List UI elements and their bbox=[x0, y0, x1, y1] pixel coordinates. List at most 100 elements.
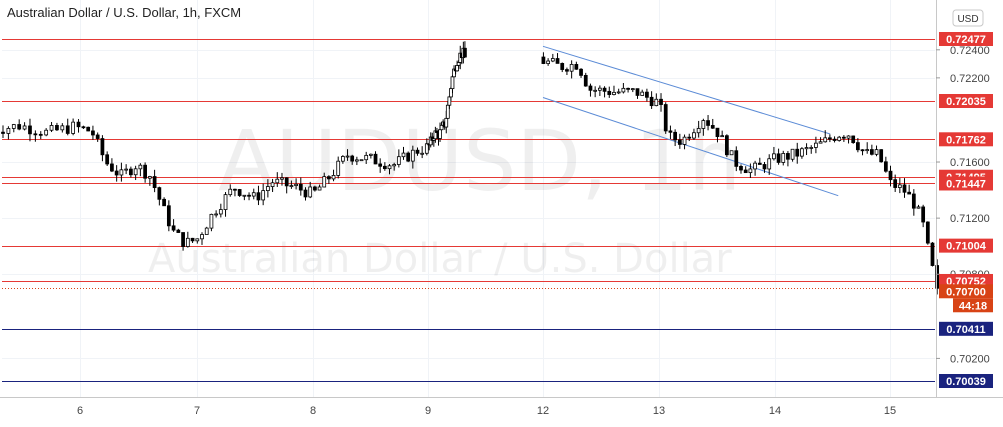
candle-bull bbox=[242, 194, 247, 197]
price-tag-label: 0.70411 bbox=[946, 324, 985, 336]
candle-bull bbox=[818, 141, 823, 144]
candle-bull bbox=[438, 129, 442, 139]
candle-bear bbox=[38, 133, 43, 136]
candle-bull bbox=[439, 124, 444, 131]
candle-bull bbox=[251, 192, 256, 197]
candle-bear bbox=[95, 134, 100, 139]
candle-bear bbox=[303, 189, 308, 198]
price-tag-resistance bbox=[939, 238, 993, 253]
candle-bull bbox=[133, 168, 138, 176]
candle-bear bbox=[851, 135, 856, 143]
candle-bull bbox=[331, 175, 336, 180]
candle-bear bbox=[893, 179, 898, 188]
current-price-label: 0.70700 bbox=[946, 286, 986, 298]
channel-layer bbox=[542, 45, 839, 197]
candle-bull bbox=[223, 194, 228, 210]
candle-bull bbox=[317, 186, 322, 191]
candle-bull bbox=[424, 143, 429, 154]
x-tick-label: 8 bbox=[310, 405, 316, 417]
candle-bear bbox=[176, 229, 181, 233]
candle-bear bbox=[828, 137, 832, 140]
price-tag-support bbox=[939, 321, 993, 336]
currency-button-frame[interactable] bbox=[952, 9, 984, 27]
y-tick-label: 0.72200 bbox=[950, 73, 990, 85]
candle-bear bbox=[555, 58, 560, 64]
candle-bear bbox=[842, 136, 846, 139]
candle-bull bbox=[308, 186, 313, 198]
candle-bull bbox=[401, 152, 406, 158]
x-tick-label: 12 bbox=[537, 405, 549, 417]
candle-bear bbox=[902, 184, 907, 193]
candle-bear bbox=[935, 265, 940, 289]
candle-bull bbox=[729, 150, 734, 156]
candle-bull bbox=[612, 91, 616, 95]
candle-bear bbox=[832, 138, 837, 141]
candle-bull bbox=[865, 149, 870, 152]
x-axis: 6 7 8 9 12 13 14 15 bbox=[77, 405, 896, 417]
candle-bull bbox=[270, 182, 275, 187]
candle-bear bbox=[725, 135, 729, 156]
candle-bear bbox=[757, 162, 762, 165]
candle-bull bbox=[823, 137, 828, 143]
candle-bull bbox=[387, 165, 392, 170]
candle-bear bbox=[171, 225, 176, 231]
currency-button[interactable]: USD bbox=[952, 9, 984, 27]
candle-bull bbox=[616, 91, 621, 94]
price-tag-label: 0.71762 bbox=[946, 134, 986, 146]
candle-bull bbox=[322, 176, 327, 188]
candle-bull bbox=[654, 98, 659, 107]
candle-bull bbox=[345, 155, 350, 158]
candle-bull bbox=[228, 188, 233, 196]
candle-bull bbox=[748, 168, 753, 174]
candle-bull bbox=[209, 213, 214, 229]
candle-bull bbox=[597, 87, 602, 91]
candle-bull bbox=[368, 153, 373, 156]
candle-bull bbox=[569, 64, 574, 72]
candle-bear bbox=[143, 164, 147, 179]
price-tag-label: 0.72035 bbox=[946, 96, 986, 108]
price-tag-resistance bbox=[939, 176, 993, 191]
x-tick-label: 6 bbox=[77, 405, 83, 417]
price-tag-support bbox=[939, 374, 993, 388]
candle-bear bbox=[190, 237, 195, 242]
candle-bear bbox=[762, 164, 767, 170]
candle-bull bbox=[22, 125, 27, 130]
candle-bear bbox=[560, 63, 565, 70]
price-tag-label: 0.71004 bbox=[946, 241, 987, 253]
candle-bear bbox=[879, 149, 884, 163]
candle-bull bbox=[696, 128, 701, 134]
candle-bull bbox=[445, 104, 450, 119]
currency-button-label[interactable]: USD bbox=[957, 14, 978, 25]
candle-bull bbox=[814, 142, 818, 148]
candle-bear bbox=[129, 168, 133, 176]
y-tick-label: 0.70200 bbox=[950, 353, 990, 365]
candle-bull bbox=[692, 132, 696, 139]
price-tags-layer: 0.724770.720350.717620.714950.714470.710… bbox=[939, 32, 993, 388]
candle-bear bbox=[677, 139, 682, 145]
channel-line bbox=[542, 97, 839, 197]
candle-bull bbox=[396, 156, 401, 165]
candle-bull bbox=[214, 213, 218, 216]
candle-bear bbox=[463, 47, 467, 58]
candle-bear bbox=[635, 88, 640, 96]
candle-bull bbox=[846, 135, 851, 139]
candle-bear bbox=[373, 153, 378, 165]
candle-bear bbox=[860, 149, 865, 152]
candle-bull bbox=[790, 148, 795, 160]
candle-bear bbox=[81, 126, 86, 129]
candle-bull bbox=[410, 149, 415, 162]
candle-bear bbox=[1, 131, 5, 134]
chart-title: Australian Dollar / U.S. Dollar, 1h, FXC… bbox=[7, 5, 241, 20]
y-tick-label: 0.71200 bbox=[950, 213, 990, 225]
candle-bear bbox=[888, 170, 893, 181]
candle-bear bbox=[734, 150, 739, 167]
grid-layer bbox=[2, 0, 935, 397]
candle-bear bbox=[602, 87, 607, 92]
candle-bear bbox=[415, 149, 420, 154]
candle-bull bbox=[753, 162, 757, 170]
candle-bull bbox=[185, 237, 190, 247]
candle-bull bbox=[364, 154, 369, 161]
candle-bear bbox=[100, 138, 105, 156]
